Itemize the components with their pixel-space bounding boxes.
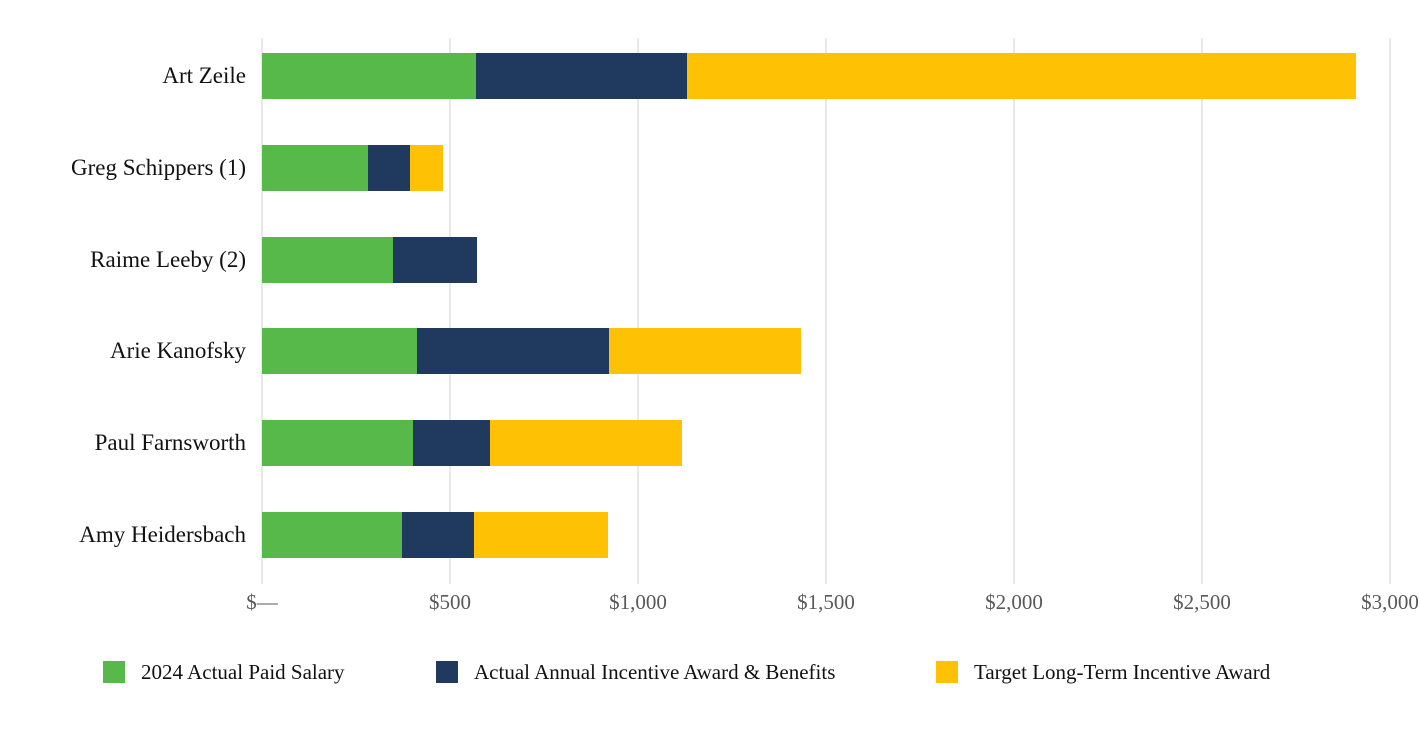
bar-row [262, 144, 444, 191]
gridline [1013, 38, 1015, 584]
category-label: Amy Heidersbach [79, 522, 246, 547]
gridline [825, 38, 827, 584]
legend-label: Actual Annual Incentive Award & Benefits [474, 659, 836, 684]
legend: 2024 Actual Paid Salary Actual Annual Inc… [0, 658, 1420, 688]
bar-segment-series-1 [476, 53, 687, 99]
category-label: Arie Kanofsky [109, 338, 246, 364]
bar-row [262, 236, 477, 283]
bar-segment-series-1 [401, 512, 474, 558]
legend-swatch-icon [436, 661, 458, 683]
bar-row [262, 420, 683, 467]
bar-row [262, 53, 1357, 99]
bar-segment-series-0 [262, 420, 414, 467]
bar-segment-series-2 [473, 512, 608, 558]
bar-segment-series-1 [413, 420, 491, 467]
bar-segment-series-2 [410, 144, 444, 191]
bar-segment-series-2 [686, 53, 1357, 99]
bar-segment-series-2 [609, 328, 802, 375]
x-axis-tick-label: $1,500 [797, 590, 855, 614]
x-axis-tick-label: $— [246, 590, 278, 614]
x-axis-tick-label: $1,000 [609, 590, 667, 614]
category-label: Paul Farnsworth [94, 430, 246, 456]
legend-label: Target Long-Term Incentive Award [974, 659, 1271, 684]
gridline [1389, 38, 1391, 584]
x-axis-tick-label: $2,000 [985, 590, 1043, 614]
bar-segment-series-2 [490, 420, 683, 467]
bar-row [262, 512, 608, 558]
legend-item: 2024 Actual Paid Salary [103, 658, 345, 686]
gridline [637, 38, 639, 584]
category-label: Raime Leeby (2) [90, 246, 246, 272]
gridline [1201, 38, 1203, 584]
bar-segment-series-0 [262, 53, 477, 99]
x-axis-tick-label: $3,000 [1361, 590, 1419, 614]
gridline [449, 38, 451, 584]
bar-segment-series-0 [262, 328, 417, 375]
x-axis-tick-label: $2,500 [1173, 590, 1231, 614]
legend-swatch-icon [103, 661, 125, 683]
category-label: Art Zeile [162, 63, 246, 88]
x-axis-tick-label: $500 [429, 590, 471, 614]
bar-row [262, 328, 802, 375]
legend-label: 2024 Actual Paid Salary [141, 659, 345, 684]
legend-item: Actual Annual Incentive Award & Benefits [436, 658, 835, 686]
bar-segment-series-1 [392, 236, 477, 283]
legend-swatch-icon [936, 661, 958, 683]
bar-segment-series-1 [368, 144, 411, 191]
category-label: Greg Schippers (1) [70, 154, 246, 180]
bar-segment-series-0 [262, 512, 402, 558]
bar-segment-series-0 [262, 144, 369, 191]
bar-segment-series-1 [416, 328, 610, 375]
gridline [261, 38, 263, 584]
bar-segment-series-0 [262, 236, 393, 283]
legend-item: Target Long-Term Incentive Award [936, 658, 1270, 686]
